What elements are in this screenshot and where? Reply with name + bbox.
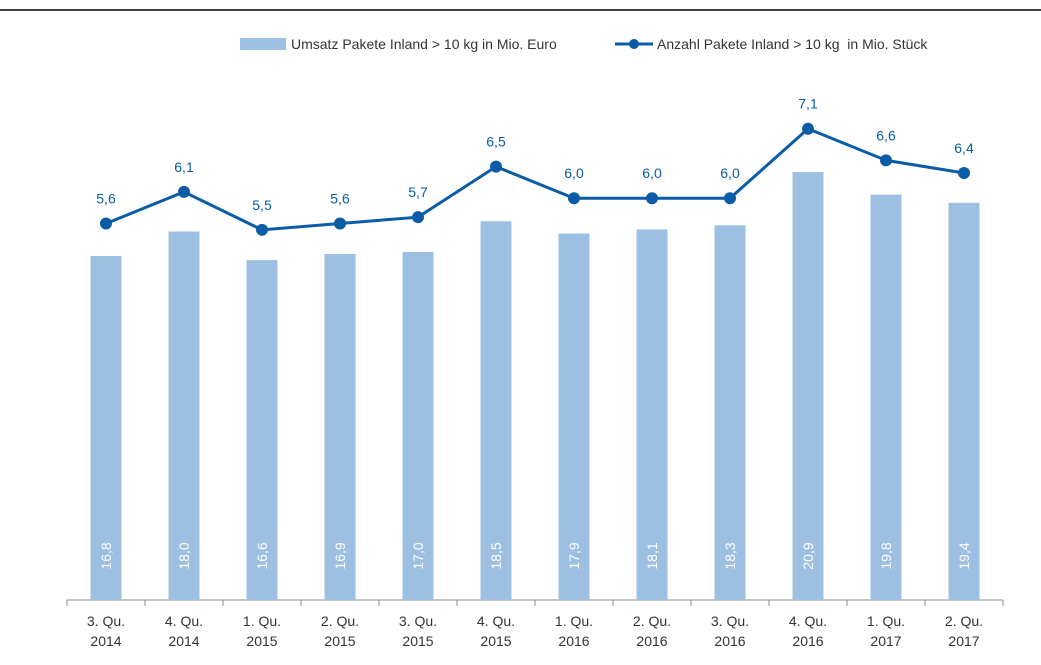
bar-label: 18,5 [488, 542, 504, 569]
bar-label: 16,6 [254, 542, 270, 569]
legend-label: Anzahl Pakete Inland > 10 kg in Mio. Stü… [657, 36, 928, 52]
x-tick-label: 3. Qu. 2015 [399, 613, 437, 649]
point-label: 6,5 [486, 134, 506, 150]
point-label: 5,7 [408, 184, 428, 200]
bar [714, 225, 746, 600]
point [958, 166, 970, 179]
x-tick-line: 2017 [948, 633, 979, 649]
point-label: 5,5 [252, 197, 272, 213]
bar-label: 17,9 [566, 542, 582, 569]
bar [636, 229, 668, 600]
bar-label: 16,9 [332, 542, 348, 569]
point [802, 122, 814, 135]
point [100, 217, 112, 230]
x-tick-line: 2014 [168, 633, 199, 649]
point [880, 154, 892, 167]
bar-label: 20,9 [800, 542, 816, 569]
x-tick-label: 2. Qu. 2017 [945, 613, 983, 649]
x-tick-label: 1. Qu. 2016 [555, 613, 593, 649]
x-tick-line: 2015 [480, 633, 511, 649]
x-tick-label: 3. Qu. 2014 [87, 613, 125, 649]
x-tick-line: 1. Qu. [243, 613, 281, 629]
point-label: 6,6 [876, 127, 896, 143]
x-tick-line: 2015 [246, 633, 277, 649]
x-tick-line: 1. Qu. [555, 613, 593, 629]
bar-label: 19,8 [878, 542, 894, 569]
x-tick-line: 4. Qu. [165, 613, 203, 629]
bar [324, 253, 356, 600]
point-label: 7,1 [798, 96, 818, 112]
point-label: 5,6 [96, 191, 116, 207]
line [105, 127, 965, 232]
legend-dot [629, 39, 639, 49]
point [490, 160, 502, 173]
x-tick-line: 2015 [324, 633, 355, 649]
bar-label: 18,1 [644, 542, 660, 569]
x-tick-label: 1. Qu. 2015 [243, 613, 281, 649]
point-label: 6,0 [720, 165, 740, 181]
x-tick-line: 2015 [402, 633, 433, 649]
x-tick-line: 4. Qu. [477, 613, 515, 629]
point-label: 6,0 [642, 165, 662, 181]
bar [870, 194, 902, 600]
point [568, 192, 580, 205]
bar [558, 233, 590, 600]
point-label: 6,1 [174, 159, 194, 175]
x-tick-label: 4. Qu. 2015 [477, 613, 515, 649]
bar-label: 16,8 [98, 542, 114, 569]
bar [948, 202, 980, 601]
x-tick-label: 2. Qu. 2015 [321, 613, 359, 649]
x-tick-label: 2. Qu. 2016 [633, 613, 671, 649]
x-tick-line: 2016 [636, 633, 667, 649]
legend-label: Umsatz Pakete Inland > 10 kg in Mio. Eur… [291, 36, 557, 52]
x-tick-label: 3. Qu. 2016 [711, 613, 749, 649]
bar [90, 256, 122, 600]
bar-label: 17,0 [410, 542, 426, 569]
x-tick-line: 3. Qu. [399, 613, 437, 629]
bar-label: 19,4 [956, 542, 972, 569]
x-tick-line: 2016 [558, 633, 589, 649]
point [724, 192, 736, 205]
bar [402, 251, 434, 600]
bar [480, 221, 512, 601]
bar [792, 172, 824, 600]
x-tick-line: 2016 [714, 633, 745, 649]
point [412, 211, 424, 224]
point [334, 217, 346, 230]
x-tick-line: 2016 [792, 633, 823, 649]
x-tick-line: 2014 [90, 633, 121, 649]
x-tick-line: 4. Qu. [789, 613, 827, 629]
x-tick-label: 4. Qu. 2016 [789, 613, 827, 649]
x-tick-label: 4. Qu. 2014 [165, 613, 203, 649]
bar-label: 18,0 [176, 542, 192, 569]
x-tick-label: 1. Qu. 2017 [867, 613, 905, 649]
x-tick-line: 3. Qu. [87, 613, 125, 629]
x-tick-line: 3. Qu. [711, 613, 749, 629]
bar [246, 260, 278, 600]
point [646, 192, 658, 205]
point-label: 6,0 [564, 165, 584, 181]
legend-swatch [240, 38, 286, 50]
x-tick-line: 1. Qu. [867, 613, 905, 629]
point-label: 6,4 [954, 140, 974, 156]
bar [168, 231, 200, 600]
point [256, 223, 268, 236]
x-tick-line: 2. Qu. [321, 613, 359, 629]
bar-label: 18,3 [722, 542, 738, 569]
x-tick-line: 2. Qu. [945, 613, 983, 629]
point [178, 185, 190, 198]
x-tick-line: 2. Qu. [633, 613, 671, 629]
x-tick-line: 2017 [870, 633, 901, 649]
point-label: 5,6 [330, 191, 350, 207]
